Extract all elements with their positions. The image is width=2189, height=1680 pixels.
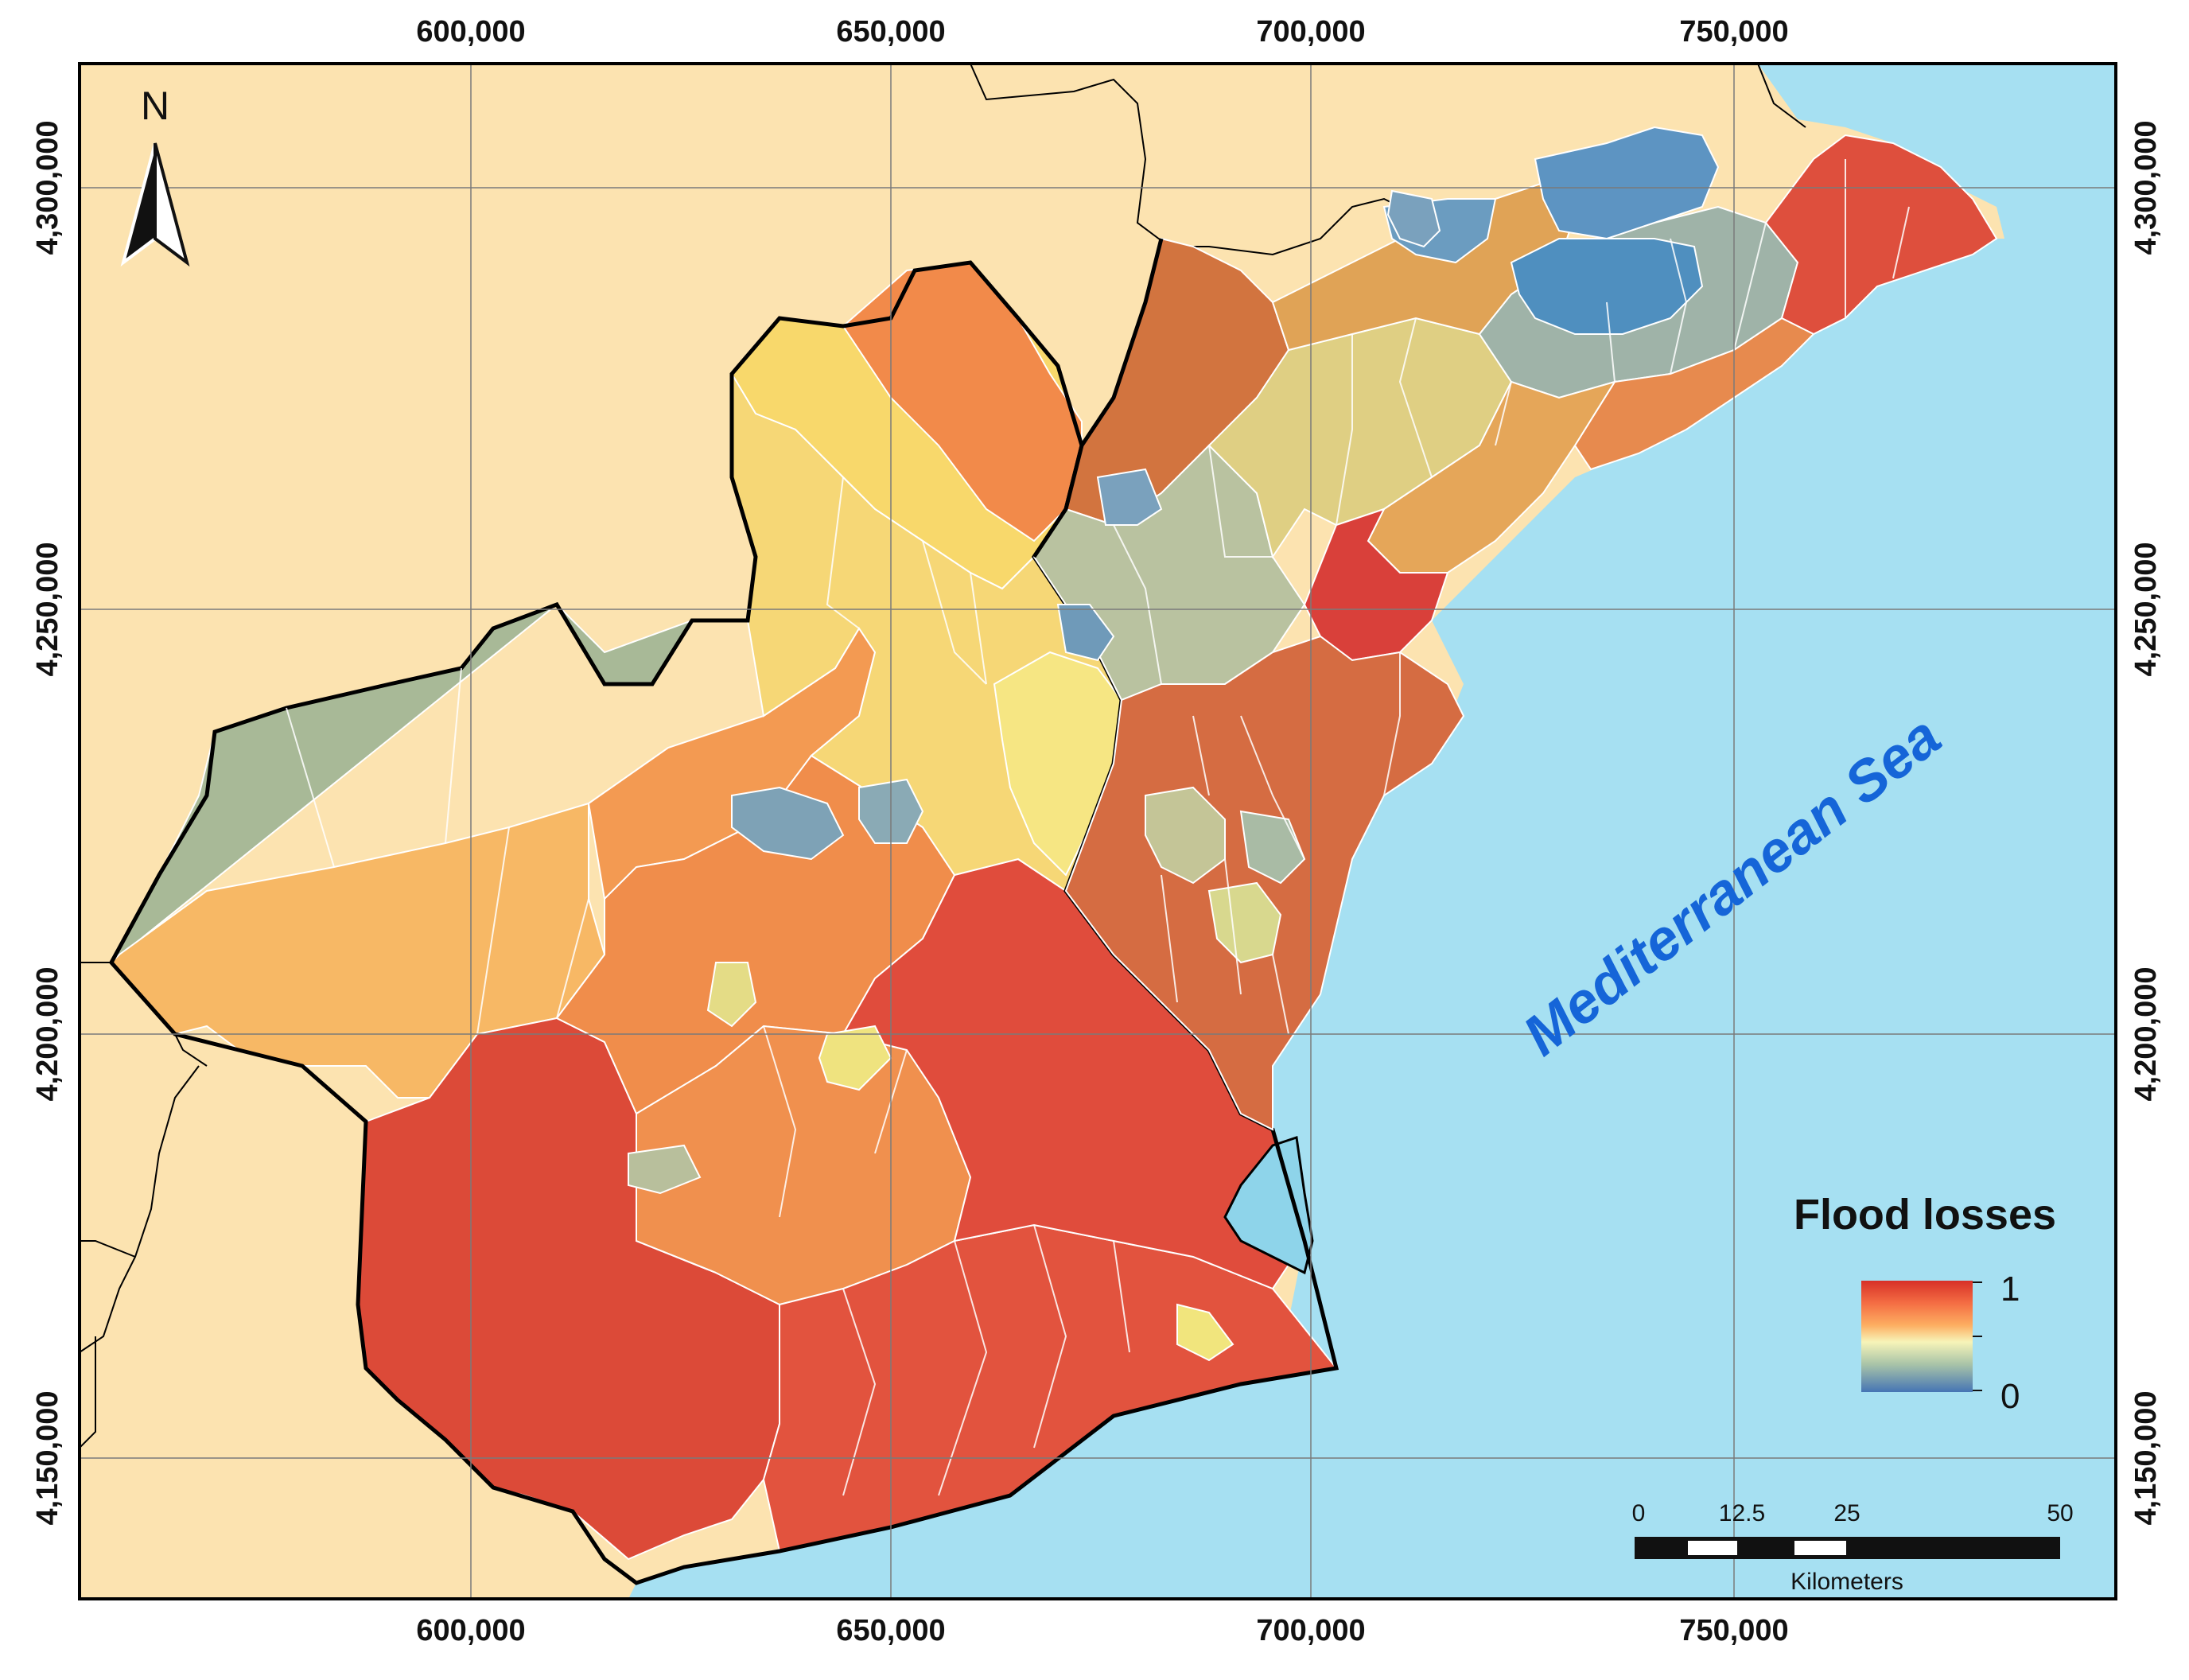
region-blue-small-1 xyxy=(1096,468,1163,526)
region-vega-baja xyxy=(1064,635,1465,1131)
x-tick-label-top: 750,000 xyxy=(1679,15,1788,49)
y-axis-left-labels: 4,300,000 4,250,000 4,200,000 4,150,000 xyxy=(31,120,64,1525)
scale-bar: 0 12.5 25 50 Kilometers xyxy=(1632,1500,2074,1595)
mediterranean-sea xyxy=(628,64,2116,1599)
coordinate-grid xyxy=(80,64,2116,1599)
map-frame xyxy=(78,62,2117,1600)
scale-label-50: 50 xyxy=(2047,1500,2073,1526)
region-enclave-4 xyxy=(1176,1303,1234,1362)
region-enclave-1 xyxy=(706,962,757,1028)
north-arrow-icon: N xyxy=(120,84,190,267)
region-mosaic-1 xyxy=(1145,786,1226,885)
y-tick-label-left: 4,200,000 xyxy=(31,966,64,1101)
scale-label-12-5: 12.5 xyxy=(1719,1500,1765,1526)
x-tick-label-top: 600,000 xyxy=(416,15,525,49)
region-enclave-2 xyxy=(818,1025,892,1091)
x-tick-label-top: 650,000 xyxy=(836,15,945,49)
scale-units: Kilometers xyxy=(1790,1569,1903,1595)
legend-max-label: 1 xyxy=(2000,1270,2020,1309)
y-tick-label-left: 4,150,000 xyxy=(31,1390,64,1525)
municipal-boundaries xyxy=(286,159,1910,1496)
x-tick-label-bottom: 700,000 xyxy=(1256,1614,1365,1647)
alicante-region xyxy=(1032,126,1998,1131)
region-enclave-3 xyxy=(628,1144,702,1195)
x-tick-label-bottom: 650,000 xyxy=(836,1614,945,1647)
legend-color-ramp xyxy=(1861,1281,1973,1392)
region-marina-baja xyxy=(1573,317,1815,471)
scale-label-0: 0 xyxy=(1632,1500,1646,1526)
region-mosaic-3 xyxy=(1239,810,1306,885)
region-blue-westedge xyxy=(1386,189,1441,248)
x-axis-bottom-labels: 600,000 650,000 700,000 750,000 xyxy=(416,1614,1788,1647)
mar-menor-lagoon xyxy=(1223,1136,1314,1275)
map-frame-content: Mediterranean Sea xyxy=(80,64,2116,1599)
legend: Flood losses 1 0 xyxy=(1794,1191,2056,1416)
scale-label-25: 25 xyxy=(1833,1500,1860,1526)
region-blue-northeast xyxy=(1534,126,1720,240)
y-tick-label-right: 4,300,000 xyxy=(2129,120,2163,255)
y-tick-label-right: 4,250,000 xyxy=(2129,542,2163,676)
murcia-region xyxy=(108,260,1339,1585)
x-tick-label-bottom: 750,000 xyxy=(1679,1614,1788,1647)
x-tick-label-bottom: 600,000 xyxy=(416,1614,525,1647)
y-axis-right-labels: 4,300,000 4,250,000 4,200,000 4,150,000 xyxy=(2129,120,2163,1525)
region-blue-small-2 xyxy=(1056,604,1115,662)
legend-min-label: 0 xyxy=(2000,1377,2020,1416)
y-tick-label-right: 4,200,000 xyxy=(2129,966,2163,1101)
north-arrow-letter: N xyxy=(141,84,169,128)
y-tick-label-right: 4,150,000 xyxy=(2129,1390,2163,1525)
x-axis-top-labels: 600,000 650,000 700,000 750,000 xyxy=(416,15,1788,49)
x-tick-label-top: 700,000 xyxy=(1256,15,1365,49)
legend-title: Flood losses xyxy=(1794,1191,2056,1239)
alicante-border xyxy=(1032,238,1164,558)
y-tick-label-left: 4,300,000 xyxy=(31,120,64,255)
y-tick-label-left: 4,250,000 xyxy=(31,542,64,676)
region-central-blue xyxy=(731,786,845,861)
